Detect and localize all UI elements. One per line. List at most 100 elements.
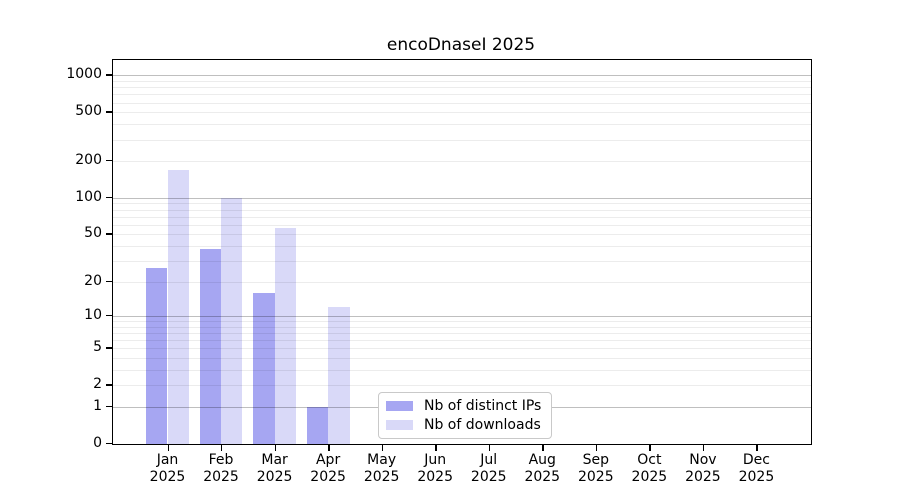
month-year: 2025: [256, 469, 293, 485]
y-tick-label-2: 2: [93, 376, 102, 393]
minor-gridline-60: [113, 224, 811, 226]
minor-gridline-600: [113, 102, 811, 104]
y-tick-mark-20: [106, 280, 112, 282]
minor-gridline-200: [113, 161, 811, 163]
bar-distinct-ips-mar: [253, 292, 275, 444]
bar-downloads-apr: [328, 307, 350, 444]
y-tick-label-100: 100: [75, 188, 102, 205]
x-tick-mark-aug: [542, 445, 544, 451]
x-tick-label-jul: Jul 2025: [459, 452, 519, 486]
x-tick-mark-dec: [756, 445, 758, 451]
month-year: 2025: [577, 469, 614, 485]
month-year: 2025: [631, 469, 668, 485]
y-tick-label-1000: 1000: [66, 66, 102, 83]
major-gridline-10: [113, 316, 811, 318]
x-tick-label-oct: Oct 2025: [619, 452, 679, 486]
month-name: Feb: [208, 452, 234, 468]
minor-gridline-70: [113, 216, 811, 218]
minor-gridline-700: [113, 94, 811, 96]
month-year: 2025: [363, 469, 400, 485]
month-name: Jul: [480, 452, 498, 468]
bar-downloads-feb: [221, 197, 243, 444]
month-year: 2025: [310, 469, 346, 485]
x-tick-label-apr: Apr 2025: [298, 452, 358, 486]
x-tick-label-aug: Aug 2025: [512, 452, 572, 486]
legend-entry-downloads: Nb of downloads: [386, 417, 541, 433]
minor-gridline-300: [113, 139, 811, 141]
month-name: Jun: [424, 452, 447, 468]
minor-gridline-500: [113, 112, 811, 114]
y-tick-label-50: 50: [84, 225, 102, 242]
month-year: 2025: [203, 469, 239, 485]
y-tick-mark-50: [106, 233, 112, 235]
month-name: Aug: [528, 452, 556, 468]
x-tick-mark-feb: [221, 445, 223, 451]
minor-gridline-5: [113, 348, 811, 350]
y-tick-label-10: 10: [84, 307, 102, 324]
minor-gridline-8: [113, 326, 811, 328]
x-tick-label-may: May 2025: [352, 452, 412, 486]
minor-gridline-30: [113, 260, 811, 262]
month-name: Dec: [742, 452, 770, 468]
minor-gridline-20: [113, 281, 811, 283]
y-tick-mark-10: [106, 315, 112, 317]
x-tick-label-mar: Mar 2025: [245, 452, 305, 486]
bar-distinct-ips-apr: [306, 407, 329, 444]
y-tick-label-1: 1: [93, 398, 102, 415]
month-year: 2025: [149, 469, 186, 485]
minor-gridline-80: [113, 209, 811, 211]
month-name: May: [367, 452, 397, 468]
bar-distinct-ips-jan: [146, 268, 168, 444]
month-name: Apr: [315, 452, 341, 468]
major-gridline-100: [113, 197, 811, 199]
major-gridline-1000: [113, 75, 811, 77]
minor-gridline-400: [113, 124, 811, 126]
minor-gridline-6: [113, 340, 811, 342]
month-year: 2025: [685, 469, 721, 485]
plot-area: Nb of distinct IPs Nb of downloads: [112, 59, 812, 445]
bar-downloads-jan: [167, 169, 189, 444]
minor-gridline-90: [113, 203, 811, 205]
y-tick-label-0: 0: [93, 435, 102, 451]
y-tick-label-500: 500: [75, 103, 102, 120]
x-tick-mark-sep: [595, 445, 598, 451]
minor-gridline-7: [113, 333, 811, 335]
month-name: Jan: [156, 452, 179, 468]
month-name: Sep: [582, 452, 609, 468]
x-tick-mark-oct: [649, 445, 651, 451]
minor-gridline-50: [113, 234, 811, 236]
x-tick-mark-jan: [167, 445, 169, 451]
x-tick-mark-mar: [274, 445, 276, 451]
month-name: Mar: [261, 452, 288, 468]
legend-label: Nb of downloads: [424, 417, 541, 433]
minor-gridline-800: [113, 87, 811, 89]
chart-title: encoDnaseI 2025: [386, 35, 536, 55]
y-tick-mark-1: [106, 406, 112, 408]
minor-gridline-9: [113, 321, 811, 323]
minor-gridline-40: [113, 245, 811, 247]
x-tick-label-nov: Nov 2025: [673, 452, 733, 486]
y-tick-mark-2: [106, 384, 112, 386]
bar-distinct-ips-feb: [199, 248, 222, 444]
y-tick-mark-500: [106, 111, 112, 113]
legend-swatch-distinct-ips: [386, 401, 413, 411]
y-tick-mark-0: [106, 443, 112, 445]
month-year: 2025: [470, 469, 507, 485]
x-tick-label-jan: Jan 2025: [138, 452, 198, 486]
y-tick-mark-200: [106, 160, 112, 162]
x-tick-mark-apr: [328, 445, 330, 451]
minor-gridline-2: [113, 385, 811, 387]
x-tick-mark-jul: [488, 445, 491, 451]
minor-gridline-900: [113, 81, 811, 83]
legend: Nb of distinct IPs Nb of downloads: [378, 392, 553, 439]
legend-swatch-downloads: [386, 420, 413, 430]
month-name: Nov: [689, 452, 717, 468]
month-year: 2025: [524, 469, 561, 485]
x-tick-mark-nov: [702, 445, 705, 451]
y-tick-mark-1000: [106, 74, 112, 76]
x-tick-label-feb: Feb 2025: [191, 452, 251, 486]
y-tick-label-200: 200: [75, 152, 102, 169]
minor-gridline-3: [113, 370, 811, 372]
x-tick-mark-may: [381, 445, 384, 451]
